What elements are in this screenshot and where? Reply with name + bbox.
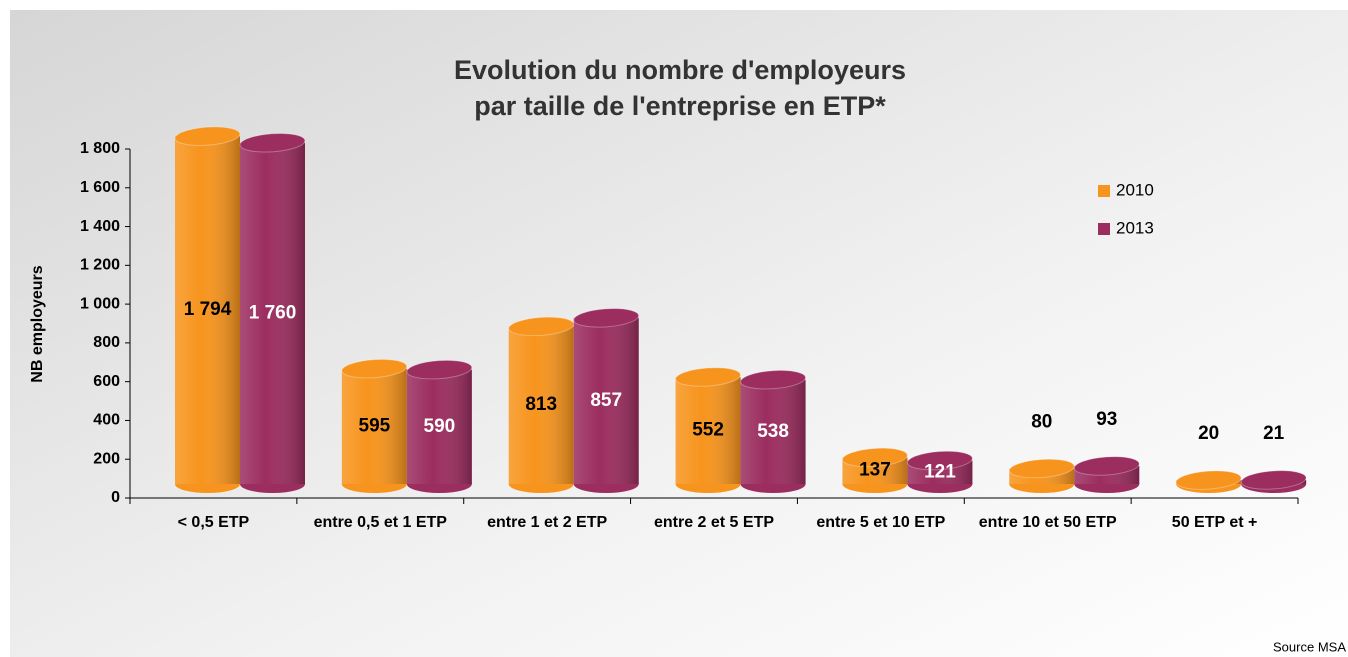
data-label: 21 xyxy=(1263,423,1285,444)
bar-shade xyxy=(573,317,639,484)
y-tick-label: 0 xyxy=(111,489,120,506)
x-tick-label: entre 1 et 2 ETP xyxy=(487,514,608,531)
y-tick-label: 1 800 xyxy=(80,140,120,157)
data-label: 590 xyxy=(424,416,456,437)
bar-top xyxy=(406,359,473,380)
bar-top xyxy=(1175,470,1242,490)
bar-top xyxy=(508,316,575,337)
bar-shade xyxy=(740,379,806,484)
bar-top xyxy=(1073,456,1140,476)
y-tick-label: 200 xyxy=(93,450,120,467)
bar-shade xyxy=(341,368,407,484)
y-tick-label: 1 200 xyxy=(80,257,120,274)
data-label: 93 xyxy=(1096,409,1117,430)
bar-shade xyxy=(175,136,240,484)
legend-label: 2010 xyxy=(1116,180,1154,199)
legend-swatch xyxy=(1098,185,1110,197)
data-label: 80 xyxy=(1031,412,1052,433)
x-tick-label: entre 5 et 10 ETP xyxy=(816,514,946,531)
y-tick-label: 400 xyxy=(93,412,120,429)
legend-swatch xyxy=(1098,223,1110,235)
x-tick-label: < 0,5 ETP xyxy=(177,514,250,531)
bar-top xyxy=(675,367,741,387)
data-label: 538 xyxy=(757,421,789,442)
bar-top xyxy=(907,450,973,471)
y-tick-label: 1 600 xyxy=(80,179,120,196)
bar-shade xyxy=(675,376,741,484)
y-axis-label: NB employeurs xyxy=(29,265,46,382)
y-tick-label: 1 000 xyxy=(80,295,120,312)
y-tick-label: 600 xyxy=(93,373,120,390)
legend-label: 2013 xyxy=(1116,218,1154,237)
chart-subtitle: par taille de l'entreprise en ETP* xyxy=(474,91,886,121)
x-tick-label: entre 2 et 5 ETP xyxy=(653,514,775,531)
data-label: 595 xyxy=(359,415,391,436)
bar-top xyxy=(573,308,640,328)
bar-top xyxy=(842,447,908,468)
data-label: 121 xyxy=(924,461,956,482)
bar-top xyxy=(740,369,806,390)
bar-top xyxy=(239,132,306,153)
data-label: 552 xyxy=(692,420,724,441)
bar-top xyxy=(341,358,408,379)
bar-top xyxy=(1008,458,1075,479)
x-tick-label: entre 10 et 50 ETP xyxy=(978,514,1117,531)
data-label: 1 794 xyxy=(184,299,232,320)
data-label: 1 760 xyxy=(249,302,297,323)
source: Source MSA xyxy=(1273,639,1346,654)
data-label: 857 xyxy=(590,390,622,411)
bar-shade xyxy=(406,369,472,484)
chart-title: Evolution du nombre d'employeurs xyxy=(454,55,906,85)
x-tick-label: entre 0,5 et 1 ETP xyxy=(313,514,447,531)
data-label: 137 xyxy=(859,460,891,481)
bar-top xyxy=(174,126,241,146)
x-tick-label: 50 ETP et + xyxy=(1171,514,1258,531)
data-label: 813 xyxy=(525,394,557,415)
data-label: 20 xyxy=(1198,423,1219,444)
bar-shade xyxy=(508,326,574,484)
bar-shade xyxy=(240,142,305,484)
y-tick-label: 800 xyxy=(93,334,120,351)
y-tick-label: 1 400 xyxy=(80,218,120,235)
bar-top xyxy=(1240,470,1307,490)
